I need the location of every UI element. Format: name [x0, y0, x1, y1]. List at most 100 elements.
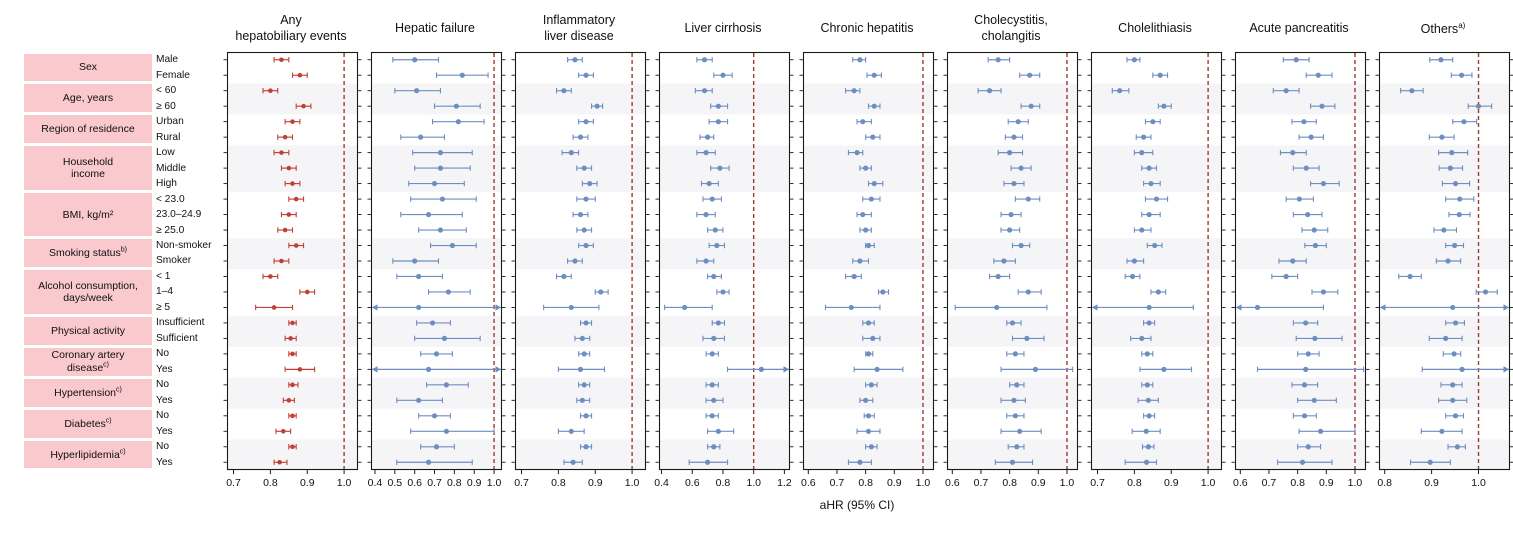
forest-row	[288, 320, 297, 326]
category-superscript: c)	[119, 448, 126, 456]
forest-row	[694, 88, 713, 94]
axis-tick-label: 0.8	[551, 477, 566, 489]
forest-row	[1014, 196, 1041, 202]
axis-tick-label: 0.6	[1233, 477, 1248, 489]
point-estimate	[1007, 227, 1013, 233]
point-estimate	[425, 366, 432, 372]
group-band	[516, 238, 645, 270]
forest-row	[1144, 118, 1161, 125]
point-estimate	[301, 103, 306, 109]
forest-row	[705, 382, 719, 388]
point-estimate	[1308, 134, 1314, 140]
category-box: Diabetesc)	[24, 409, 152, 438]
forest-row	[578, 118, 594, 125]
panel-title-9: Othersa)	[1375, 6, 1511, 52]
forest-row	[273, 149, 290, 156]
point-estimate	[1319, 103, 1325, 109]
subgroup-label: < 23.0	[156, 193, 185, 205]
group-band	[516, 83, 645, 115]
ci-arrow-right	[495, 366, 501, 373]
point-estimate	[437, 150, 444, 156]
category-label: Region of residence	[41, 123, 135, 136]
point-estimate	[1143, 459, 1150, 465]
forest-row	[863, 413, 875, 419]
forest-panel-canvas: 0.6 0.7 0.8 0.9 1.0	[943, 51, 1082, 489]
point-estimate	[717, 165, 723, 171]
forest-row	[1467, 103, 1493, 109]
forest-row	[1236, 304, 1324, 311]
forest-panel-8: 0.6 0.7 0.8 0.9 1.0	[1231, 51, 1370, 496]
forest-row	[1438, 149, 1469, 156]
panel-title-text: Hepatic failure	[395, 21, 475, 36]
forest-row	[847, 149, 864, 156]
point-estimate	[705, 134, 711, 140]
point-estimate	[1459, 366, 1465, 372]
group-band	[228, 83, 357, 115]
forest-row	[1126, 258, 1145, 264]
point-estimate	[848, 304, 854, 311]
forest-row	[435, 72, 489, 78]
forest-row	[954, 304, 1048, 311]
axis-tick-label: 1.2	[777, 477, 792, 489]
category-label: Alcohol consumption, days/week	[38, 279, 138, 304]
point-estimate	[277, 459, 282, 465]
category-label: Diabetesc)	[64, 417, 112, 430]
subgroup-label: 1–4	[156, 286, 173, 298]
forest-row	[576, 165, 593, 171]
point-estimate	[290, 119, 295, 124]
forest-row	[1445, 242, 1465, 249]
forest-row	[1292, 413, 1317, 419]
ci-arrow-left	[1092, 304, 1098, 311]
forest-row	[1440, 382, 1463, 388]
group-band	[660, 83, 789, 115]
category-superscript: c)	[116, 386, 122, 394]
axis-tick-label: 0.8	[447, 477, 462, 489]
forest-row	[1297, 444, 1322, 450]
point-estimate	[1449, 150, 1455, 156]
forest-row	[1420, 428, 1463, 434]
point-estimate	[1452, 320, 1459, 326]
panel-title-text: Cholecystitis,	[974, 13, 1048, 28]
forest-panel-2: 0.4 0.5 0.6 0.7 0.8 0.9 1.0	[367, 51, 506, 496]
point-estimate	[1014, 382, 1020, 388]
forest-row	[396, 273, 444, 280]
group-band	[1092, 315, 1221, 347]
forest-row	[707, 428, 735, 434]
forest-row	[578, 242, 594, 249]
point-estimate	[871, 103, 877, 109]
forest-panel-9: 0.8 0.9 1.0	[1375, 51, 1513, 496]
panel-title-1: Any hepatobiliary events	[223, 6, 359, 52]
forest-row	[862, 196, 881, 202]
point-estimate	[1025, 289, 1031, 295]
group-band	[804, 377, 933, 409]
forest-row	[1291, 382, 1319, 388]
category-label: Hypertensionc)	[54, 386, 122, 399]
forest-row	[557, 428, 585, 434]
forest-row	[288, 196, 305, 202]
forest-row	[1445, 196, 1475, 202]
point-estimate	[1161, 103, 1167, 109]
subgroup-label: High	[156, 178, 177, 190]
forest-row	[1301, 227, 1329, 233]
forest-row	[1111, 88, 1130, 94]
forest-row	[710, 165, 730, 171]
point-estimate	[437, 165, 444, 171]
category-box: Region of residence	[24, 115, 152, 144]
forest-row	[1429, 57, 1454, 63]
panel-title-8: Acute pancreatitis	[1231, 6, 1367, 52]
axis-tick-label: 0.7	[830, 477, 845, 489]
forest-row	[1272, 88, 1300, 94]
forest-row	[418, 413, 451, 419]
point-estimate	[1146, 304, 1152, 311]
forest-row	[867, 180, 884, 187]
point-estimate	[854, 150, 860, 156]
ci-arrow-right	[783, 366, 789, 373]
point-estimate	[709, 196, 715, 202]
point-estimate	[416, 273, 422, 280]
forest-row	[845, 88, 861, 94]
point-estimate	[711, 397, 717, 403]
category-label: BMI, kg/m²	[62, 208, 114, 221]
forest-row	[1435, 258, 1462, 264]
forest-row	[414, 335, 481, 342]
axis-tick-label: 0.9	[1164, 477, 1179, 489]
